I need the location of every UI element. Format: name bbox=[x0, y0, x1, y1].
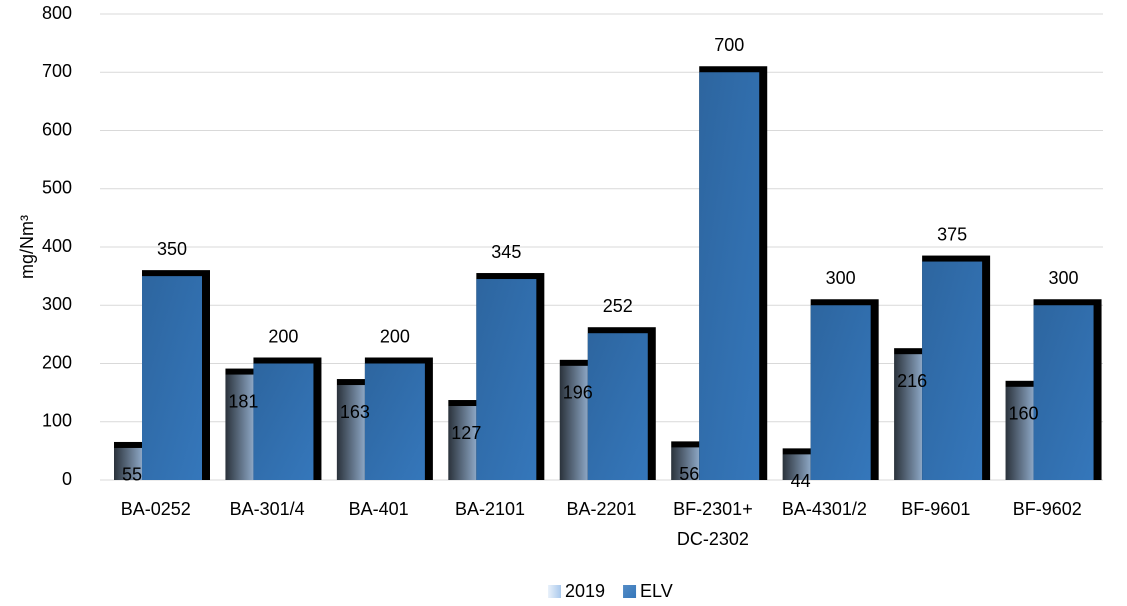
bar bbox=[699, 72, 760, 480]
y-tick-label: 200 bbox=[42, 352, 72, 372]
legend-swatch bbox=[623, 585, 637, 598]
data-label: 300 bbox=[826, 268, 856, 288]
y-tick-label: 700 bbox=[42, 61, 72, 81]
data-label: 700 bbox=[714, 35, 744, 55]
y-tick-label: 400 bbox=[42, 236, 72, 256]
data-label: 160 bbox=[1009, 404, 1039, 424]
bar bbox=[587, 333, 648, 480]
data-label: 200 bbox=[268, 326, 298, 346]
y-tick-label: 300 bbox=[42, 294, 72, 314]
y-tick-label: 600 bbox=[42, 119, 72, 139]
bar bbox=[364, 363, 425, 480]
bar bbox=[253, 363, 314, 480]
legend-swatch bbox=[548, 585, 561, 598]
data-label: 127 bbox=[451, 423, 481, 443]
data-label: 196 bbox=[563, 383, 593, 403]
data-label: 345 bbox=[491, 242, 521, 262]
data-label: 163 bbox=[340, 402, 370, 422]
x-tick-label: BA-2201 bbox=[566, 499, 636, 519]
data-label: 55 bbox=[122, 465, 142, 485]
bar bbox=[1033, 305, 1094, 480]
data-label: 252 bbox=[603, 296, 633, 316]
y-axis-label: mg/Nm³ bbox=[17, 215, 37, 279]
x-tick-label: BA-2101 bbox=[455, 499, 525, 519]
data-label: 181 bbox=[228, 391, 258, 411]
data-label: 300 bbox=[1049, 268, 1079, 288]
y-tick-label: 0 bbox=[62, 469, 72, 489]
x-tick-label: BA-0252 bbox=[121, 499, 191, 519]
legend-label: ELV bbox=[640, 581, 673, 601]
bar bbox=[476, 279, 537, 480]
x-tick-label: BA-401 bbox=[349, 499, 409, 519]
data-label: 56 bbox=[679, 464, 699, 484]
data-label: 200 bbox=[380, 326, 410, 346]
bar bbox=[922, 261, 983, 480]
x-tick-label: BA-301/4 bbox=[230, 499, 305, 519]
data-label: 216 bbox=[897, 371, 927, 391]
y-tick-label: 100 bbox=[42, 411, 72, 431]
x-tick-label: BF-9602 bbox=[1013, 499, 1082, 519]
bar bbox=[810, 305, 871, 480]
x-tick-label: BF-2301+ DC-2302 bbox=[673, 499, 753, 549]
data-label: 44 bbox=[791, 471, 811, 491]
legend-label: 2019 bbox=[565, 581, 605, 601]
x-tick-label: BF-9601 bbox=[901, 499, 970, 519]
bar bbox=[142, 276, 202, 480]
y-tick-label: 500 bbox=[42, 178, 72, 198]
data-label: 375 bbox=[937, 224, 967, 244]
x-tick-label: BA-4301/2 bbox=[782, 499, 867, 519]
data-label: 350 bbox=[157, 239, 187, 259]
y-tick-label: 800 bbox=[42, 3, 72, 23]
